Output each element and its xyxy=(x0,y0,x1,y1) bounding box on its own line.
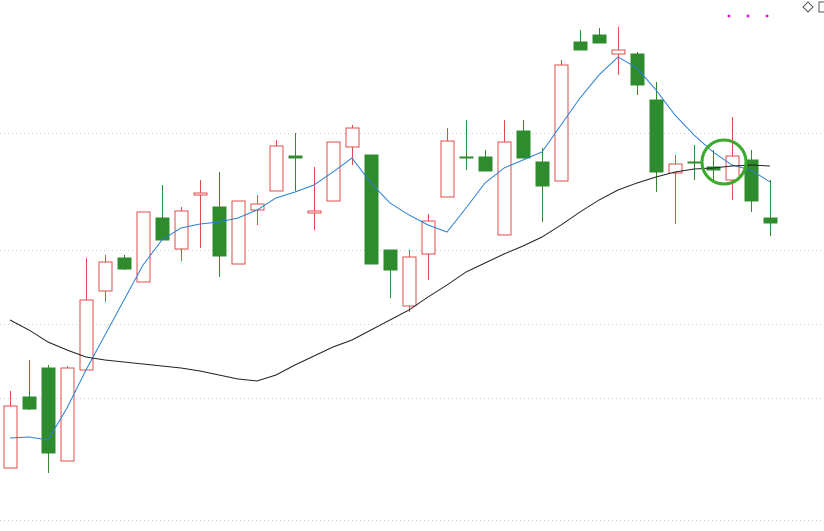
candle-body xyxy=(535,161,550,187)
candle-body xyxy=(174,210,189,250)
candle-body xyxy=(364,154,379,265)
candle-body xyxy=(79,299,94,371)
candle-body xyxy=(497,141,512,236)
candle-body xyxy=(554,64,569,182)
candle-body xyxy=(288,155,303,159)
candle-body xyxy=(687,161,702,164)
diamond-icon[interactable] xyxy=(802,1,814,13)
candle-body xyxy=(725,155,740,181)
candle-body xyxy=(516,130,531,159)
candle-body xyxy=(193,192,208,196)
candle-body xyxy=(763,217,778,224)
box-icon[interactable] xyxy=(818,1,824,13)
candle-body xyxy=(402,256,417,307)
candle-body xyxy=(668,163,683,174)
candle-body xyxy=(117,257,132,270)
candle-body xyxy=(345,127,360,148)
candle-body xyxy=(383,249,398,271)
candle-body xyxy=(440,140,455,198)
candle-body xyxy=(649,99,664,173)
candle-body xyxy=(212,206,227,257)
candle-body xyxy=(307,210,322,214)
candle-body xyxy=(98,261,113,292)
candle-body xyxy=(421,220,436,255)
candle-body xyxy=(22,396,37,410)
candle-body xyxy=(459,156,474,159)
candle-body xyxy=(592,34,607,44)
dot xyxy=(746,14,750,18)
candle-body xyxy=(136,211,151,283)
highlight-circle xyxy=(700,138,748,186)
dot xyxy=(727,14,731,18)
candle-body xyxy=(744,159,759,202)
candle-body xyxy=(611,49,626,55)
candle-body xyxy=(41,367,56,454)
dot xyxy=(765,14,769,18)
candle-body xyxy=(3,405,18,469)
toolbar xyxy=(727,1,824,18)
candle-body xyxy=(573,41,588,51)
candle-body xyxy=(478,156,493,172)
moving-average-line xyxy=(9,164,771,382)
moving-average-line xyxy=(9,56,771,441)
candle-body xyxy=(269,145,284,192)
candle-body xyxy=(231,200,246,265)
candle-body xyxy=(630,53,645,86)
candle-body xyxy=(60,367,75,462)
